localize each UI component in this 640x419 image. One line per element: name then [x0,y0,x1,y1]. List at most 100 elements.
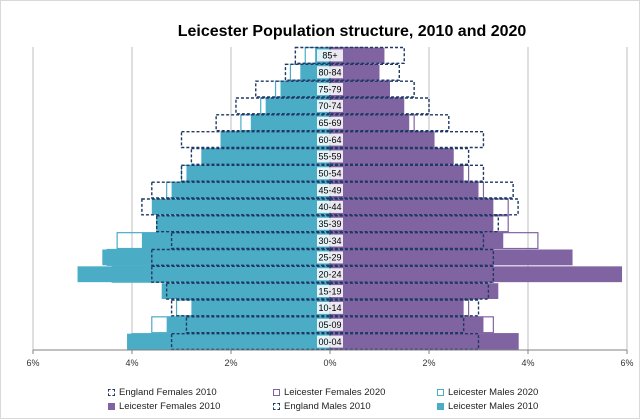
x-tick-label: 2% [224,358,237,368]
legend-label: Leicester Males 2020 [448,387,539,398]
legend-swatch [273,389,280,396]
x-tick-label: 6% [26,358,39,368]
legend-swatch [437,389,444,396]
bar-leicester-males-2010-60-64 [221,131,330,148]
age-label-bg [317,200,343,213]
age-label: 05-09 [318,320,341,330]
bar-leicester-females-2010-30-34 [330,232,504,249]
legend-swatch [108,403,115,410]
age-label: 10-14 [318,303,341,313]
bar-leicester-males-2010-20-24 [77,266,330,283]
legend-item: Leicester Females 2020 [273,387,437,398]
age-label-bg [317,318,343,331]
age-label: 30-34 [318,236,341,246]
bar-leicester-females-2010-50-54 [330,165,464,182]
age-label-bg [317,268,343,281]
age-label: 15-19 [318,286,341,296]
age-label-bg [317,251,343,264]
bar-leicester-males-2010-05-09 [166,316,330,333]
bar-leicester-males-2010-45-49 [171,182,330,198]
bar-leicester-males-2010-50-54 [186,165,330,182]
bar-leicester-females-2010-05-09 [330,316,484,333]
age-label-bg [317,184,343,197]
bar-leicester-males-2010-65-69 [250,114,330,131]
age-label-bg [317,335,343,348]
bar-leicester-males-2010-55-59 [201,148,330,165]
age-label-bg [317,167,343,180]
age-label: 50-54 [318,168,341,178]
age-label-bg [317,234,343,247]
age-label: 45-49 [318,185,341,195]
legend-item: England Males 2010 [273,401,437,412]
age-label: 80-84 [318,67,341,77]
legend-label: England Females 2010 [119,387,217,398]
x-axis: 6% 4% 2% 0% 2% 4% 6% [26,349,634,368]
bar-leicester-females-2010-75-79 [330,81,390,97]
legend-item: England Females 2010 [108,387,273,398]
x-tick-label: 2% [422,358,435,368]
bar-leicester-males-2010-35-39 [156,215,330,232]
age-label: 55-59 [318,152,341,162]
bar-leicester-males-2010-40-44 [151,199,330,215]
bar-leicester-females-2010-85+ [330,47,385,64]
bar-leicester-females-2010-40-44 [330,199,494,215]
age-label: 00-04 [318,337,341,347]
bar-leicester-males-2010-15-19 [161,283,330,299]
age-label: 85+ [322,51,337,61]
bar-leicester-males-2010-25-29 [102,249,330,266]
age-label: 40-44 [318,202,341,212]
age-label-bg [317,301,343,314]
bar-leicester-females-2010-00-04 [330,333,519,350]
age-label: 25-29 [318,253,341,263]
age-group-labels: 00-04 05-09 10-14 15-19 20-24 25-29 30-34 35-39… [317,49,343,348]
bar-leicester-females-2010-55-59 [330,148,454,165]
age-label-bg [317,99,343,112]
legend-label: Leicester Females 2020 [284,387,386,398]
age-label-bg [317,83,343,96]
age-label-bg [317,49,343,62]
bar-leicester-females-2010-25-29 [330,249,573,266]
bar-england-females-2010-40-44 [329,198,519,216]
age-label: 20-24 [318,269,341,279]
legend-swatch [108,389,115,396]
bar-leicester-males-2010-00-04 [127,333,330,350]
bar-leicester-females-2010-10-14 [330,300,464,316]
bar-leicester-females-2010-15-19 [330,283,499,299]
legend-item: Leicester Females 2010 [108,401,273,412]
legend-swatch [273,403,280,410]
bar-leicester-males-2010-10-14 [191,300,330,316]
chart-title: Leicester Population structure, 2010 and… [178,23,527,40]
x-tick-label: 4% [125,358,138,368]
x-tick-label: 6% [620,358,633,368]
bar-leicester-females-2010-70-74 [330,98,405,114]
bar-leicester-females-2010-65-69 [330,114,410,131]
bar-leicester-females-2010-35-39 [330,215,494,232]
bar-leicester-males-2010-70-74 [265,98,330,114]
legend-item: Leicester Males 2020 [437,387,602,398]
age-label-bg [317,217,343,230]
age-label-bg [317,133,343,146]
legend-label: England Males 2010 [284,401,371,412]
age-label: 35-39 [318,219,341,229]
bar-leicester-females-2010-60-64 [330,131,434,148]
bar-leicester-females-2010-20-24 [330,266,623,283]
age-label: 75-79 [318,84,341,94]
legend-item: Leicester Males 2010 [437,401,602,412]
age-label: 60-64 [318,135,341,145]
x-tick-label: 4% [521,358,534,368]
bar-leicester-males-2010-30-34 [141,232,330,249]
age-label-bg [317,285,343,298]
legend-label: Leicester Females 2010 [119,401,221,412]
bar-leicester-females-2010-45-49 [330,182,479,198]
age-label-bg [317,66,343,79]
legend: England Females 2010 Leicester Females 20… [108,387,628,412]
age-label: 65-69 [318,118,341,128]
age-label-bg [317,116,343,129]
age-label: 70-74 [318,101,341,111]
legend-label: Leicester Males 2010 [448,401,539,412]
x-tick-label: 0% [323,358,336,368]
age-label-bg [317,150,343,163]
legend-swatch [437,403,444,410]
